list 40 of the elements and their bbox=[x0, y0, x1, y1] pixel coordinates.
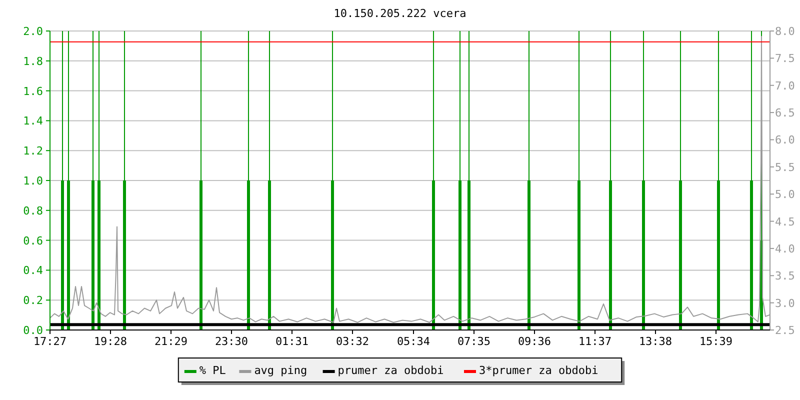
x-tick-label: 13:38 bbox=[638, 335, 672, 348]
legend-label: % PL bbox=[199, 364, 226, 377]
y2-tick-label: 5.5 bbox=[775, 160, 795, 174]
x-tick-label: 19:28 bbox=[94, 335, 128, 348]
x-tick-label: 15:39 bbox=[699, 335, 733, 348]
legend-label: 3*prumer za obdobi bbox=[479, 364, 598, 377]
x-tick-label: 23:30 bbox=[214, 335, 248, 348]
y-tick-label: 0.4 bbox=[23, 264, 44, 278]
x-tick-label: 07:35 bbox=[457, 335, 491, 348]
y2-tick-label: 8.0 bbox=[775, 25, 795, 38]
y-tick-label: 2.0 bbox=[23, 25, 43, 38]
legend-label: prumer za obdobi bbox=[338, 364, 444, 377]
y-tick-label: 0.2 bbox=[23, 294, 43, 308]
x-tick-label: 21:29 bbox=[154, 335, 188, 348]
x-tick-label: 17:27 bbox=[33, 335, 67, 348]
x-tick-label: 11:37 bbox=[578, 335, 612, 348]
y2-tick-label: 3.0 bbox=[775, 296, 795, 310]
y-tick-label: 0.0 bbox=[23, 324, 43, 337]
y2-tick-label: 7.5 bbox=[775, 52, 795, 66]
y2-tick-label: 5.0 bbox=[775, 188, 795, 202]
legend-label: avg ping bbox=[254, 364, 308, 377]
y-tick-label: 0.6 bbox=[23, 234, 43, 248]
x-tick-label: 03:32 bbox=[336, 335, 370, 348]
y-tick-label: 1.4 bbox=[23, 114, 44, 128]
y2-tick-label: 7.0 bbox=[775, 79, 795, 92]
chart-title: 10.150.205.222 vcera bbox=[334, 7, 466, 20]
y2-tick-label: 3.5 bbox=[775, 270, 795, 283]
y2-tick-label: 4.5 bbox=[775, 215, 795, 228]
y2-tick-label: 6.5 bbox=[775, 106, 795, 120]
x-tick-label: 01:31 bbox=[275, 335, 309, 348]
y2-tick-label: 6.0 bbox=[775, 134, 795, 147]
x-tick-label: 05:34 bbox=[396, 335, 430, 348]
y-tick-label: 1.2 bbox=[23, 144, 43, 158]
y2-tick-label: 4.0 bbox=[775, 242, 795, 256]
x-tick-label: 09:36 bbox=[518, 335, 552, 348]
y-tick-label: 0.8 bbox=[23, 204, 43, 218]
y-tick-label: 1.8 bbox=[23, 54, 43, 68]
y-tick-label: 1.0 bbox=[23, 174, 43, 188]
y-tick-label: 1.6 bbox=[23, 84, 43, 98]
y2-tick-label: 2.5 bbox=[775, 324, 795, 337]
